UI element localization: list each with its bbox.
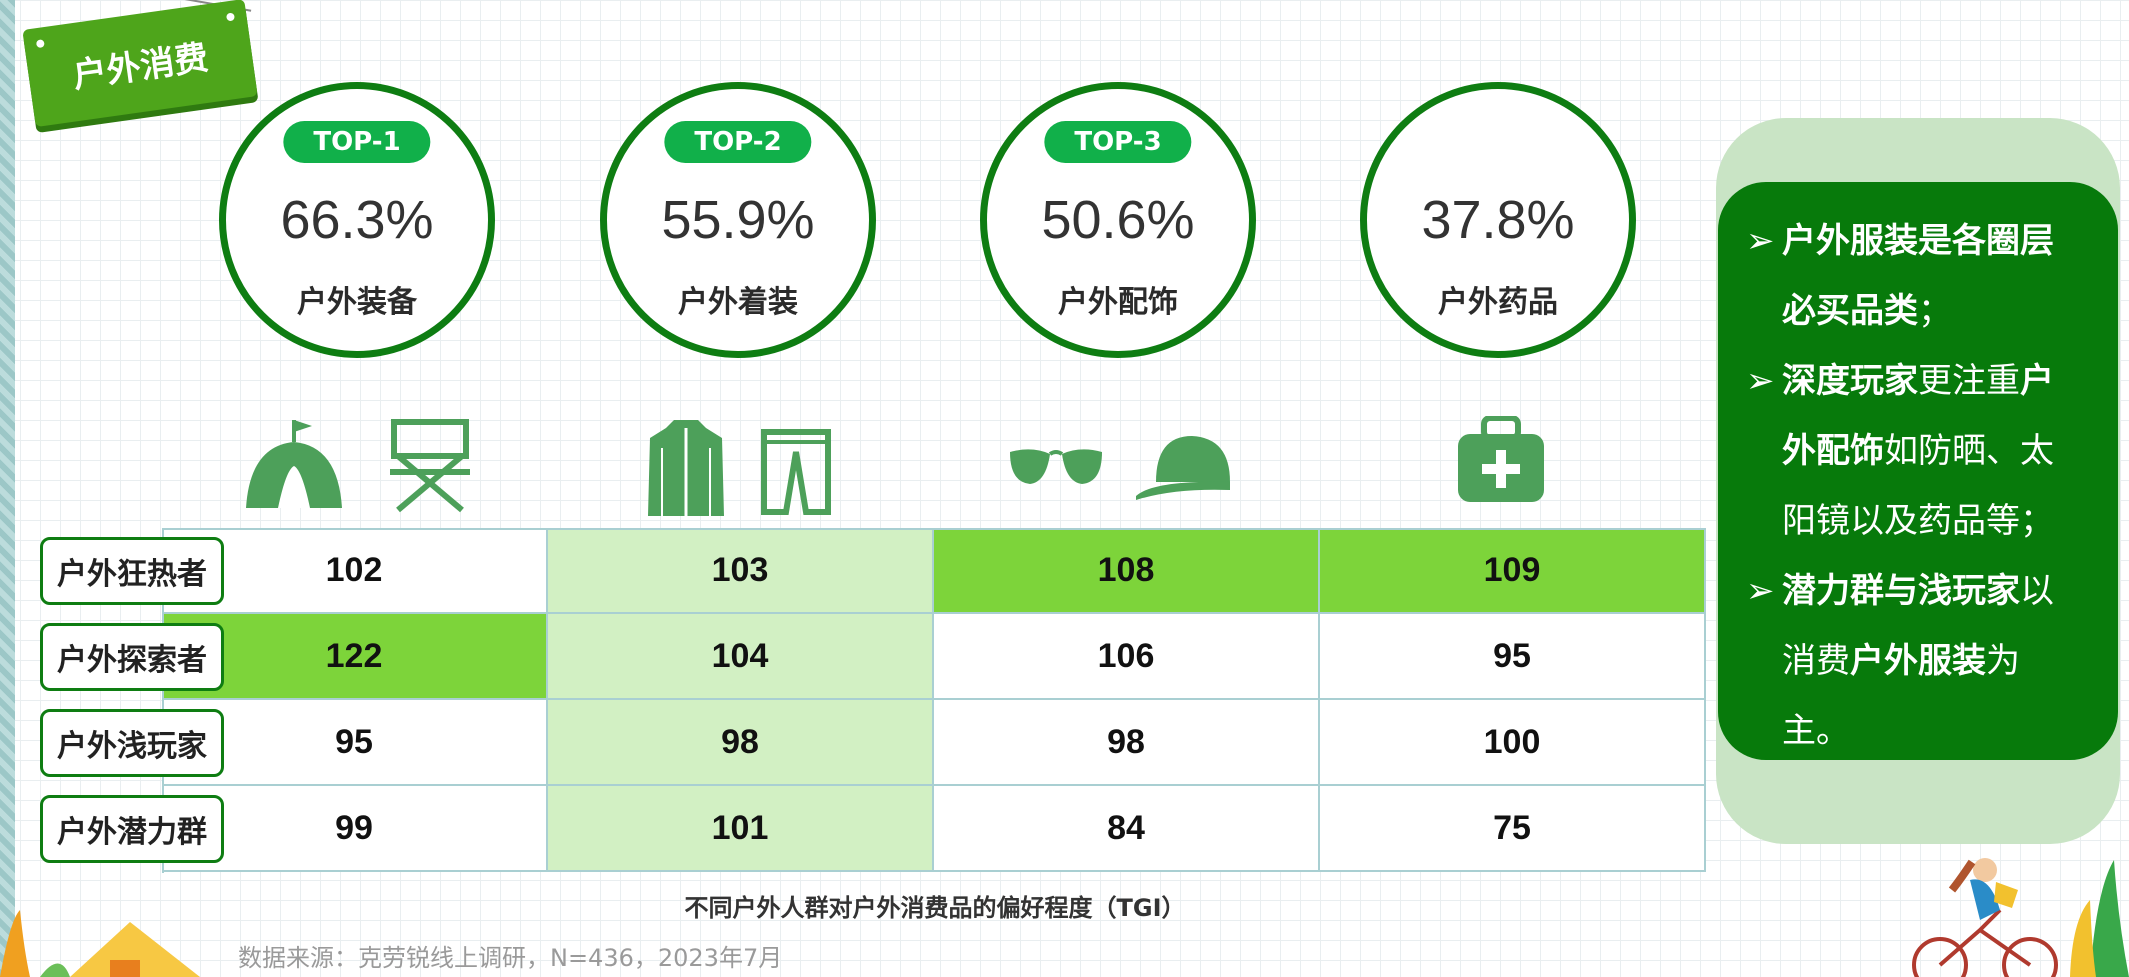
trousers-icon [761, 429, 831, 515]
row-label-potential: 户外潜力群 [40, 795, 224, 863]
category-percent: 50.6% [1041, 190, 1195, 250]
rank-badge: TOP-2 [664, 121, 812, 163]
category-label: 户外配饰 [1058, 285, 1178, 320]
insight-bold: 户外服装是各圈层必买品类 [1782, 221, 2054, 331]
row-label-explorer: 户外探索者 [40, 623, 224, 691]
tent-icon [246, 420, 342, 508]
table-cell: 109 [1320, 528, 1706, 614]
table-row: 122 104 106 95 [162, 614, 1706, 700]
category-percent: 66.3% [280, 190, 434, 250]
table-cell: 99 [162, 786, 548, 872]
first-aid-kit-icon [1458, 416, 1544, 502]
insight-item-2: ➢ 深度玩家更注重户外配饰如防晒、太阳镜以及药品等； [1746, 346, 2076, 556]
category-circle-2: TOP-2 55.9% 户外着装 [600, 82, 876, 358]
table-cell: 106 [934, 614, 1320, 700]
category-circle-1: TOP-1 66.3% 户外装备 [219, 82, 495, 358]
table-cell: 98 [548, 700, 934, 786]
category-label: 户外装备 [297, 285, 417, 320]
table-row: 99 101 84 75 [162, 786, 1706, 872]
insight-text: 为主。 [1782, 641, 2020, 751]
table-row: 95 98 98 100 [162, 700, 1706, 786]
table-cell: 101 [548, 786, 934, 872]
category-percent: 55.9% [661, 190, 815, 250]
arrow-bullet-icon: ➢ [1746, 571, 1775, 611]
folding-chair-icon [390, 419, 470, 513]
cyclist-illustration-icon [1912, 858, 2129, 977]
arrow-bullet-icon: ➢ [1746, 221, 1775, 261]
insight-list: ➢ 户外服装是各圈层必买品类； ➢ 深度玩家更注重户外配饰如防晒、太阳镜以及药品等；… [1746, 206, 2076, 766]
category-circle-3: TOP-3 50.6% 户外配饰 [980, 82, 1256, 358]
table-cell: 100 [1320, 700, 1706, 786]
insight-bold: 户外配饰 [1782, 361, 2054, 471]
table-caption: 不同户外人群对户外消费品的偏好程度（TGI） [684, 894, 1186, 922]
table-cell: 95 [162, 700, 548, 786]
left-decorative-stripe [0, 0, 15, 977]
category-label: 户外药品 [1438, 285, 1558, 320]
table-cell: 108 [934, 528, 1320, 614]
insight-bold: 潜力群与浅玩家 [1782, 571, 2020, 611]
table-row: 102 103 108 109 [162, 528, 1706, 614]
rank-badge: TOP-1 [283, 121, 431, 163]
tgi-table: 102 103 108 109 122 104 106 95 95 98 98 … [162, 528, 1706, 873]
tag-hole-right [225, 12, 235, 22]
table-cell: 104 [548, 614, 934, 700]
row-label-casual: 户外浅玩家 [40, 709, 224, 777]
tag-hole-left [35, 39, 45, 49]
table-cell: 95 [1320, 614, 1706, 700]
table-cell: 75 [1320, 786, 1706, 872]
insight-text: 以消费 [1782, 571, 2054, 681]
sunglasses-icon [1010, 449, 1102, 484]
category-label: 户外着装 [678, 285, 798, 320]
insight-text: ； [1918, 291, 1952, 331]
insight-text: 如防晒、太阳镜以及药品等； [1782, 431, 2054, 541]
insight-panel [1718, 182, 2118, 760]
table-cell: 103 [548, 528, 934, 614]
section-title: 户外消费 [70, 37, 211, 96]
insight-text: 更注重 [1918, 361, 2020, 401]
insight-item-3: ➢ 潜力群与浅玩家以消费户外服装为主。 [1746, 556, 2076, 766]
insight-item-1: ➢ 户外服装是各圈层必买品类； [1746, 206, 2076, 346]
row-label-enthusiast: 户外狂热者 [40, 537, 224, 605]
arrow-bullet-icon: ➢ [1746, 361, 1775, 401]
section-tag: 户外消费 [22, 0, 258, 128]
jacket-icon [648, 420, 724, 516]
table-cell: 122 [162, 614, 548, 700]
table-cell: 102 [162, 528, 548, 614]
insight-bold: 深度玩家 [1782, 361, 1918, 401]
tent-illustration-icon [0, 910, 200, 977]
category-percent: 37.8% [1421, 190, 1575, 250]
insight-bold: 户外服装 [1850, 641, 1986, 681]
table-cell: 98 [934, 700, 1320, 786]
rank-badge: TOP-3 [1044, 121, 1192, 163]
table-cell: 84 [934, 786, 1320, 872]
category-circle-4: 37.8% 户外药品 [1360, 82, 1636, 358]
data-source-note: 数据来源：克劳锐线上调研，N=436，2023年7月 [238, 944, 783, 972]
cap-icon [1136, 436, 1230, 500]
